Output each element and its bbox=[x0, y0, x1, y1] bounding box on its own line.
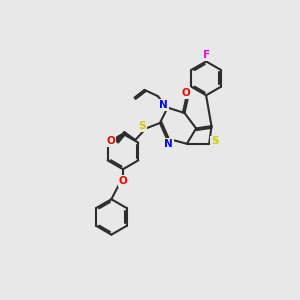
Text: O: O bbox=[118, 176, 127, 186]
Text: O: O bbox=[182, 88, 190, 98]
Text: N: N bbox=[159, 100, 168, 110]
Text: S: S bbox=[138, 121, 146, 131]
Text: S: S bbox=[211, 136, 218, 146]
Text: F: F bbox=[202, 50, 210, 60]
Text: N: N bbox=[164, 139, 173, 149]
Text: O: O bbox=[106, 136, 115, 146]
